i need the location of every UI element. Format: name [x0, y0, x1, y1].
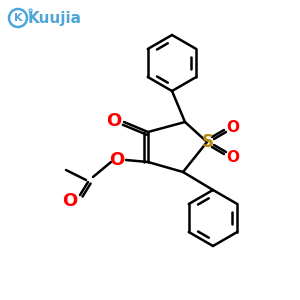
- Text: K: K: [14, 13, 22, 23]
- Text: O: O: [110, 151, 124, 169]
- Text: O: O: [106, 112, 122, 130]
- Text: O: O: [62, 192, 78, 210]
- Text: O: O: [226, 119, 239, 134]
- Text: S: S: [202, 133, 214, 151]
- Text: Kuujia: Kuujia: [28, 11, 82, 26]
- Text: O: O: [226, 149, 239, 164]
